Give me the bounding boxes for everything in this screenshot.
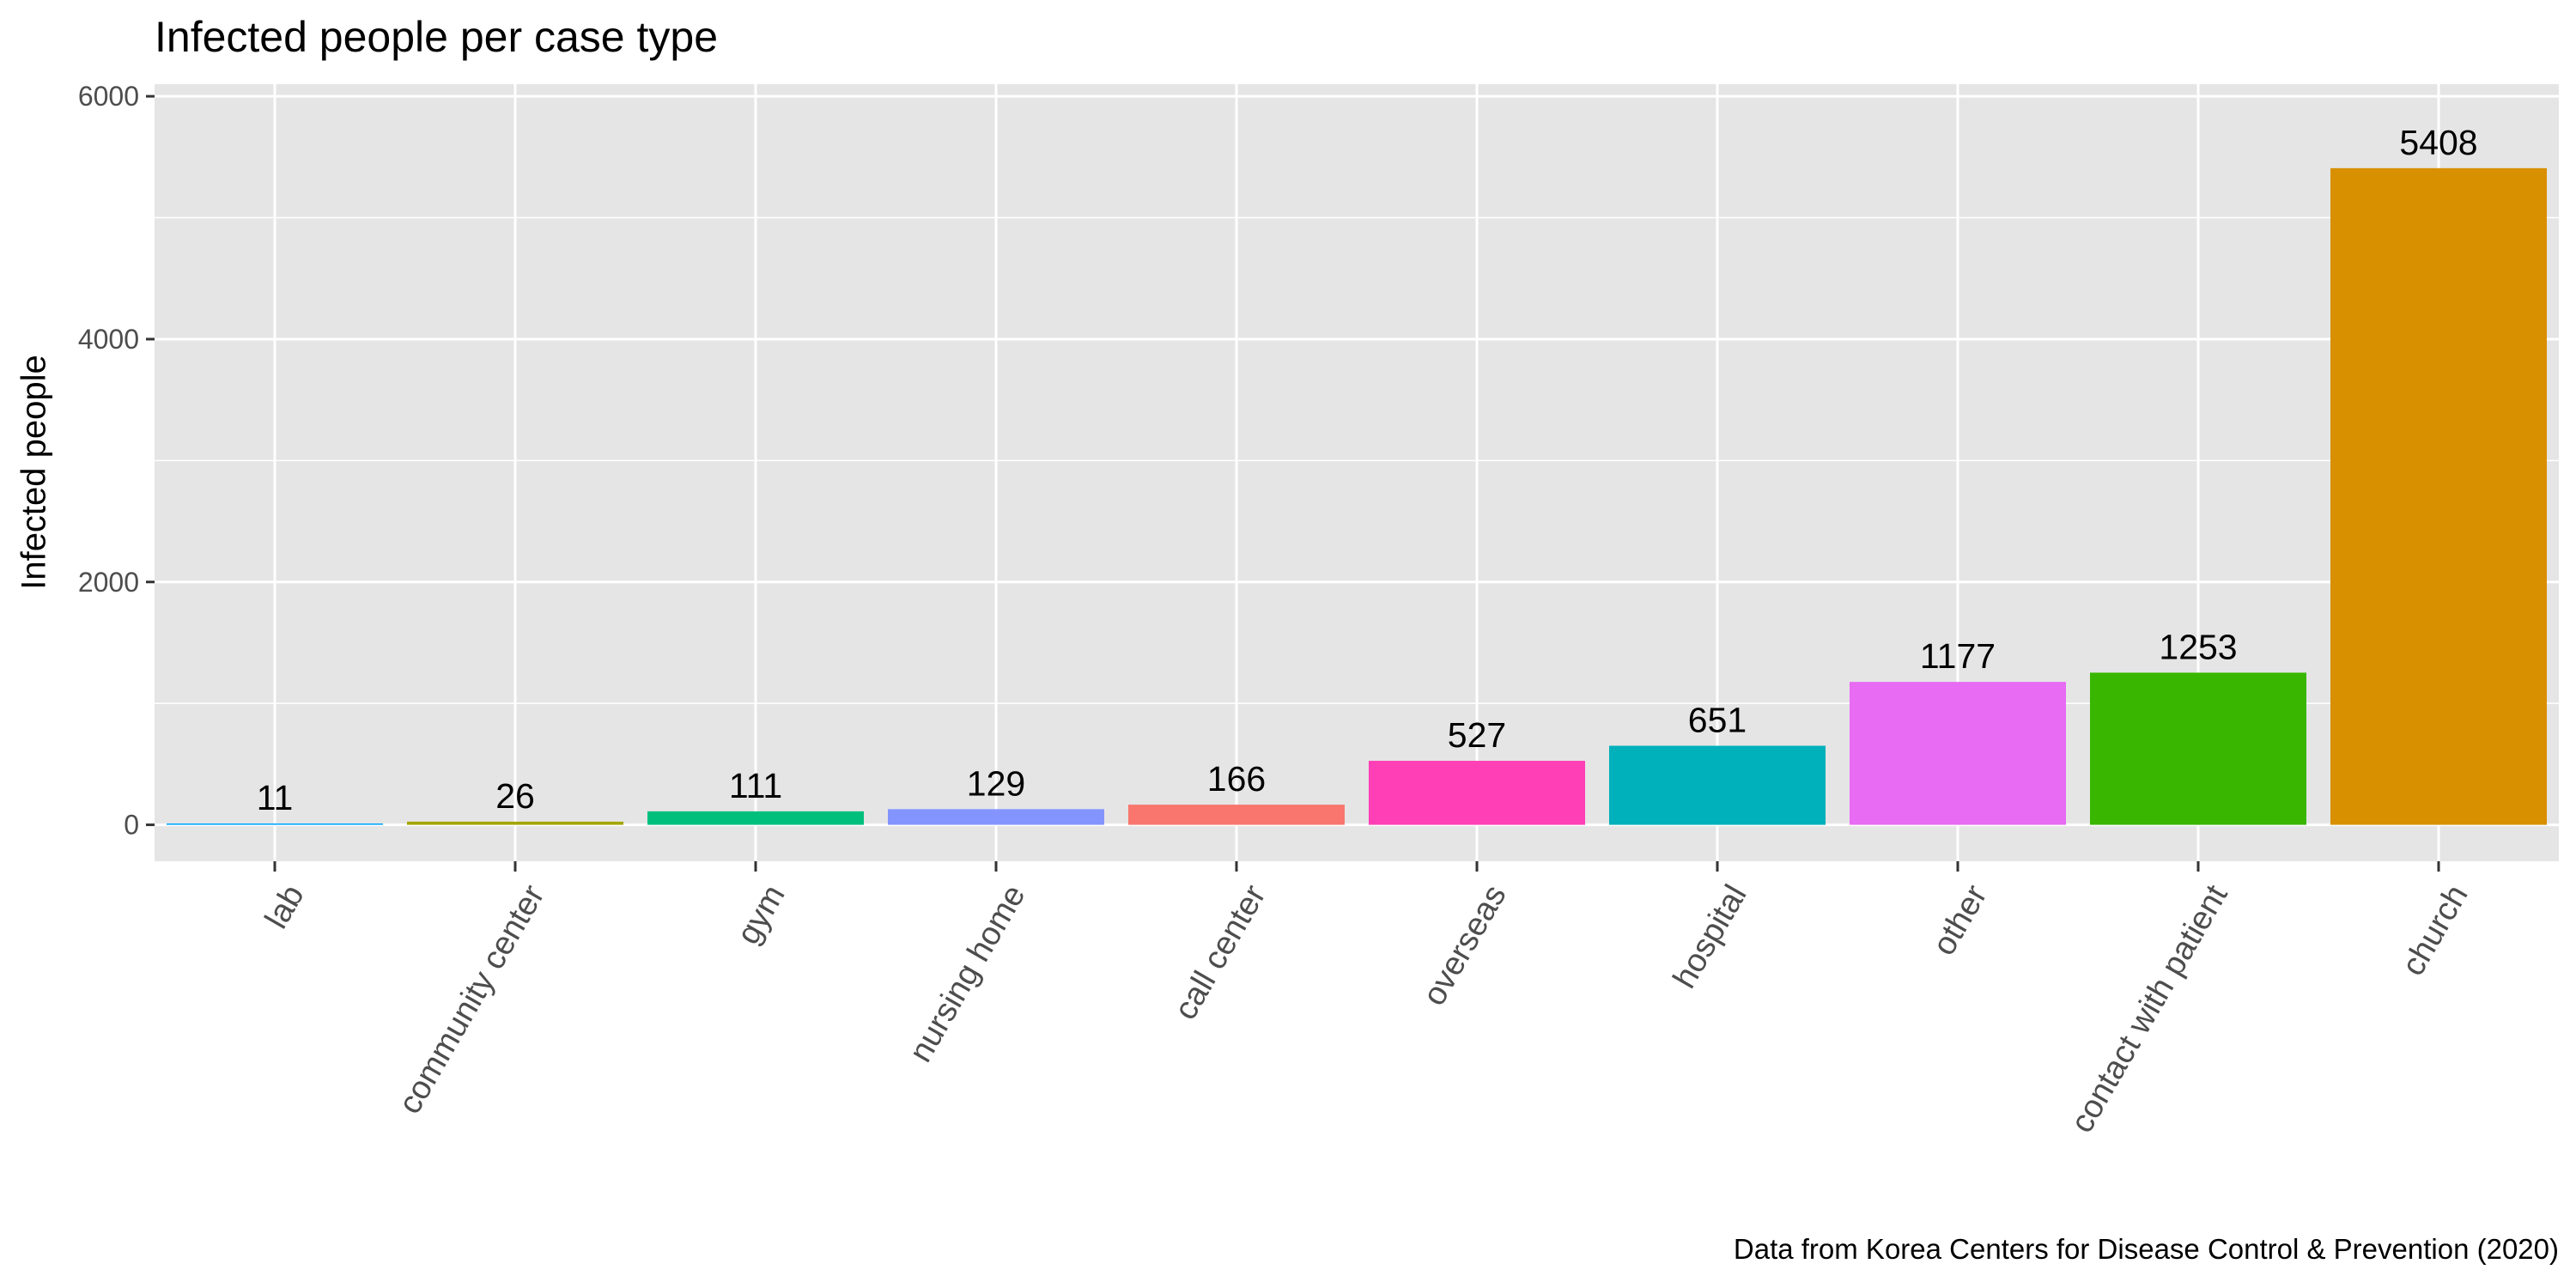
data-label: 651: [1688, 701, 1747, 740]
y-tick-label: 4000: [78, 324, 139, 355]
x-tick-label: church: [2395, 879, 2475, 982]
data-label: 111: [729, 766, 782, 805]
chart-caption: Data from Korea Centers for Disease Cont…: [1733, 1233, 2559, 1265]
chart-title: Infected people per case type: [155, 13, 719, 61]
x-tick-label: lab: [258, 879, 312, 935]
bar: [167, 823, 383, 825]
y-tick-label: 0: [124, 810, 139, 841]
x-tick-label: other: [1926, 878, 1995, 961]
y-tick-label: 6000: [78, 81, 139, 112]
x-tick-label: hospital: [1667, 879, 1754, 994]
bar: [2330, 167, 2547, 825]
data-label: 26: [495, 776, 535, 816]
bar: [407, 821, 623, 825]
bar: [647, 811, 864, 825]
data-label: 5408: [2399, 123, 2477, 162]
y-tick-label: 2000: [78, 567, 139, 598]
x-tick-label: contact with patient: [2064, 878, 2235, 1139]
x-tick-label: call center: [1168, 878, 1273, 1025]
bar: [1609, 745, 1826, 825]
x-tick-label: gym: [730, 879, 792, 951]
bar: [1128, 805, 1345, 825]
data-label: 166: [1207, 759, 1266, 799]
data-label: 1253: [2159, 627, 2237, 666]
bar: [1369, 761, 1585, 825]
x-tick-label: overseas: [1416, 879, 1513, 1012]
data-label: 1177: [1920, 636, 1996, 676]
data-label: 11: [257, 778, 294, 817]
x-tick-label: community center: [392, 878, 551, 1120]
bar: [888, 809, 1104, 825]
data-label: 129: [967, 763, 1025, 803]
x-tick-label: nursing home: [902, 879, 1032, 1068]
bar: [2090, 672, 2306, 825]
data-label: 527: [1448, 715, 1506, 755]
bar: [1850, 682, 2066, 825]
